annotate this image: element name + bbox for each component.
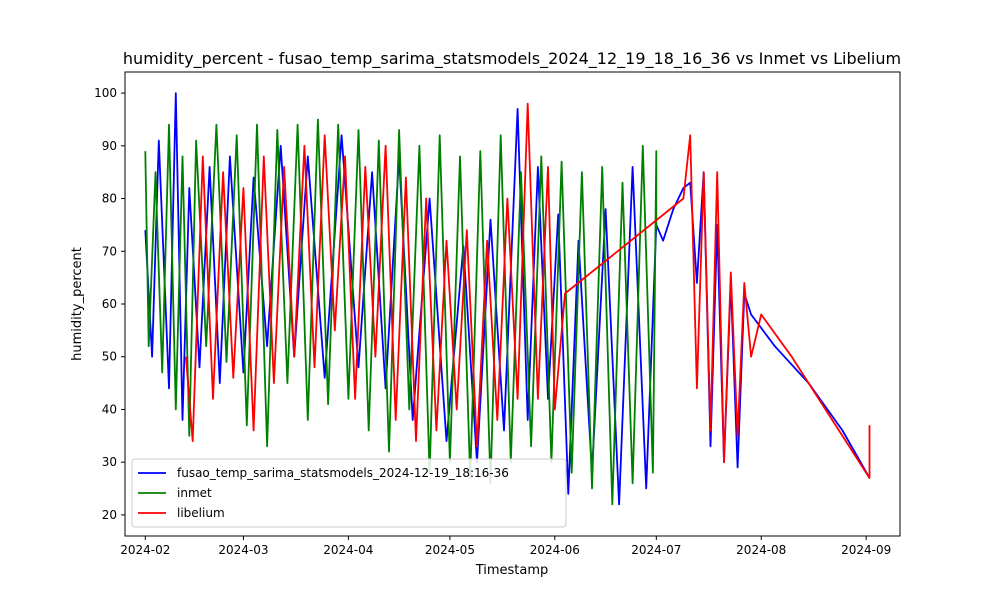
- y-tick-label: 50: [102, 350, 117, 364]
- x-axis: 2024-02 2024-03 2024-04 2024-05 2024-06 2024-…: [120, 536, 891, 557]
- legend-label-1: inmet: [177, 486, 212, 500]
- y-tick-label: 30: [102, 455, 117, 469]
- y-tick-label: 60: [102, 297, 117, 311]
- series-line-2: [185, 102, 871, 479]
- y-tick-label: 100: [94, 86, 117, 100]
- y-tick-label: 70: [102, 244, 117, 258]
- x-tick-label: 2024-05: [425, 543, 475, 557]
- x-tick-label: 2024-07: [631, 543, 681, 557]
- x-axis-label: Timestamp: [475, 563, 549, 578]
- y-axis-label: humidity_percent: [70, 247, 85, 361]
- x-tick-label: 2024-02: [120, 543, 170, 557]
- y-tick-label: 90: [102, 139, 117, 153]
- x-tick-label: 2024-06: [530, 543, 580, 557]
- x-tick-label: 2024-03: [218, 543, 268, 557]
- series-line-1: [144, 118, 658, 506]
- y-tick-label: 80: [102, 192, 117, 206]
- y-axis: 20 30 40 50 60 70 80 90 100: [94, 86, 125, 522]
- x-tick-label: 2024-04: [323, 543, 373, 557]
- legend-label-2: libelium: [177, 506, 225, 520]
- chart-title: humidity_percent - fusao_temp_sarima_sta…: [123, 49, 901, 69]
- x-tick-label: 2024-08: [736, 543, 786, 557]
- legend-box: [131, 458, 567, 528]
- y-tick-label: 40: [102, 402, 117, 416]
- x-tick-label: 2024-09: [841, 543, 891, 557]
- legend-label-0: fusao_temp_sarima_statsmodels_2024-12-19…: [177, 466, 509, 480]
- legend: fusao_temp_sarima_statsmodels_2024-12-19…: [131, 458, 567, 528]
- y-tick-label: 20: [102, 508, 117, 522]
